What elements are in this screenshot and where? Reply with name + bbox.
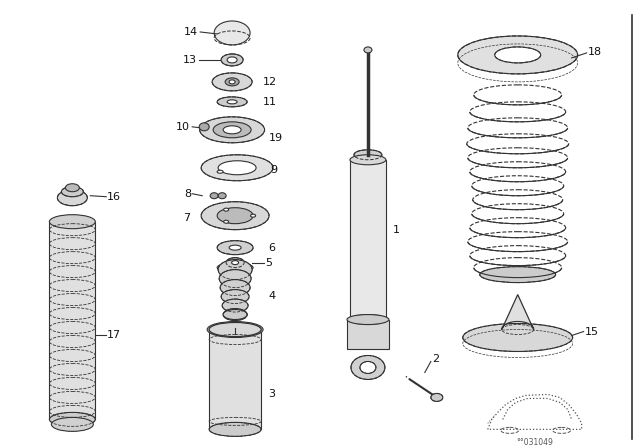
Text: 4: 4 xyxy=(268,291,275,301)
Ellipse shape xyxy=(226,258,244,267)
Ellipse shape xyxy=(229,245,241,250)
Polygon shape xyxy=(502,295,534,330)
Ellipse shape xyxy=(218,260,252,280)
Ellipse shape xyxy=(61,187,83,197)
Text: 5: 5 xyxy=(265,258,272,267)
Ellipse shape xyxy=(221,289,249,304)
Text: 19: 19 xyxy=(269,133,283,143)
Ellipse shape xyxy=(223,208,228,211)
Ellipse shape xyxy=(364,47,372,53)
Ellipse shape xyxy=(223,309,247,320)
Ellipse shape xyxy=(458,36,578,74)
Ellipse shape xyxy=(210,193,218,199)
Ellipse shape xyxy=(199,123,209,131)
Ellipse shape xyxy=(218,193,226,199)
Ellipse shape xyxy=(220,280,250,296)
Ellipse shape xyxy=(463,323,573,352)
Ellipse shape xyxy=(229,80,235,84)
Ellipse shape xyxy=(217,97,247,107)
Ellipse shape xyxy=(217,208,253,224)
Text: 8: 8 xyxy=(184,189,191,199)
Ellipse shape xyxy=(251,214,255,217)
Ellipse shape xyxy=(351,355,385,379)
Ellipse shape xyxy=(212,73,252,91)
Ellipse shape xyxy=(217,170,223,173)
Ellipse shape xyxy=(219,270,251,288)
Text: 10: 10 xyxy=(176,122,190,132)
Text: 13: 13 xyxy=(183,55,197,65)
Text: 16: 16 xyxy=(108,192,122,202)
Text: 12: 12 xyxy=(263,77,277,87)
Text: 2: 2 xyxy=(432,354,439,365)
Text: 3: 3 xyxy=(268,389,275,400)
Ellipse shape xyxy=(65,184,79,192)
Ellipse shape xyxy=(227,100,237,104)
Ellipse shape xyxy=(222,299,248,312)
Ellipse shape xyxy=(350,314,386,324)
Ellipse shape xyxy=(223,220,228,223)
Ellipse shape xyxy=(201,202,269,230)
Text: 9: 9 xyxy=(270,165,277,175)
Ellipse shape xyxy=(225,78,239,86)
Ellipse shape xyxy=(49,413,95,426)
Text: 6: 6 xyxy=(268,243,275,253)
Ellipse shape xyxy=(354,150,382,160)
Text: 1: 1 xyxy=(393,224,400,235)
Ellipse shape xyxy=(217,263,253,272)
Ellipse shape xyxy=(209,323,261,336)
Ellipse shape xyxy=(207,322,263,337)
Ellipse shape xyxy=(227,57,237,63)
Ellipse shape xyxy=(209,422,261,436)
Ellipse shape xyxy=(232,261,239,265)
Ellipse shape xyxy=(360,362,376,374)
Ellipse shape xyxy=(495,47,541,63)
Ellipse shape xyxy=(213,122,251,138)
Ellipse shape xyxy=(223,126,241,134)
Ellipse shape xyxy=(223,310,247,319)
Ellipse shape xyxy=(58,190,87,206)
Text: 17: 17 xyxy=(108,330,122,340)
Ellipse shape xyxy=(209,323,261,336)
Ellipse shape xyxy=(201,155,273,181)
Bar xyxy=(350,160,386,319)
Ellipse shape xyxy=(221,54,243,66)
Text: 7: 7 xyxy=(183,213,190,223)
Bar xyxy=(347,319,389,349)
Text: 18: 18 xyxy=(588,47,602,57)
Text: 15: 15 xyxy=(584,327,598,336)
Ellipse shape xyxy=(200,117,264,143)
Text: 14: 14 xyxy=(184,27,198,37)
Bar xyxy=(209,330,261,429)
Ellipse shape xyxy=(214,21,250,45)
Text: 11: 11 xyxy=(263,97,277,107)
Ellipse shape xyxy=(347,314,389,324)
Bar xyxy=(49,222,95,419)
Ellipse shape xyxy=(218,161,256,175)
Ellipse shape xyxy=(431,393,443,401)
Ellipse shape xyxy=(480,267,556,283)
Text: °°031049: °°031049 xyxy=(516,438,553,447)
Ellipse shape xyxy=(350,155,386,165)
Ellipse shape xyxy=(49,215,95,228)
Ellipse shape xyxy=(217,241,253,254)
Ellipse shape xyxy=(51,418,93,431)
